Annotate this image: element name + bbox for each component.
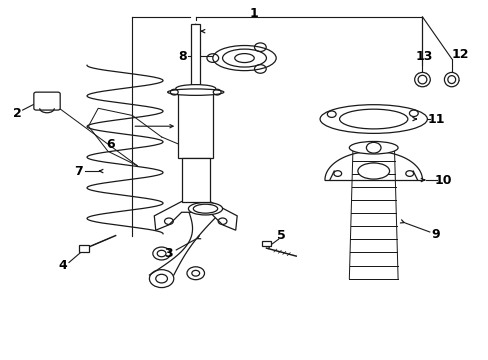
Text: 11: 11	[427, 113, 444, 126]
Text: 2: 2	[13, 107, 22, 120]
FancyBboxPatch shape	[261, 240, 271, 246]
Text: 5: 5	[276, 229, 285, 242]
FancyBboxPatch shape	[34, 92, 60, 110]
Text: 6: 6	[106, 138, 115, 150]
Text: 13: 13	[414, 50, 432, 63]
Ellipse shape	[320, 105, 427, 134]
Text: 3: 3	[164, 247, 173, 260]
FancyBboxPatch shape	[79, 245, 89, 252]
Text: 1: 1	[249, 7, 258, 20]
Ellipse shape	[167, 89, 224, 95]
Text: 8: 8	[178, 50, 186, 63]
Ellipse shape	[234, 54, 254, 63]
Ellipse shape	[417, 75, 426, 84]
Ellipse shape	[222, 49, 266, 67]
Ellipse shape	[447, 76, 455, 84]
Ellipse shape	[188, 202, 222, 215]
Ellipse shape	[444, 72, 458, 87]
Ellipse shape	[339, 109, 407, 129]
Text: 10: 10	[434, 174, 451, 186]
FancyBboxPatch shape	[191, 24, 200, 89]
Polygon shape	[154, 202, 237, 230]
Text: 4: 4	[59, 259, 67, 272]
Ellipse shape	[212, 45, 276, 71]
Ellipse shape	[193, 204, 217, 213]
FancyBboxPatch shape	[181, 158, 209, 202]
Text: 9: 9	[430, 228, 439, 241]
Text: 7: 7	[74, 165, 83, 177]
Ellipse shape	[357, 163, 389, 179]
Ellipse shape	[348, 141, 397, 154]
FancyBboxPatch shape	[178, 89, 213, 158]
Text: 12: 12	[450, 48, 468, 61]
Ellipse shape	[175, 85, 215, 93]
Ellipse shape	[414, 72, 429, 87]
